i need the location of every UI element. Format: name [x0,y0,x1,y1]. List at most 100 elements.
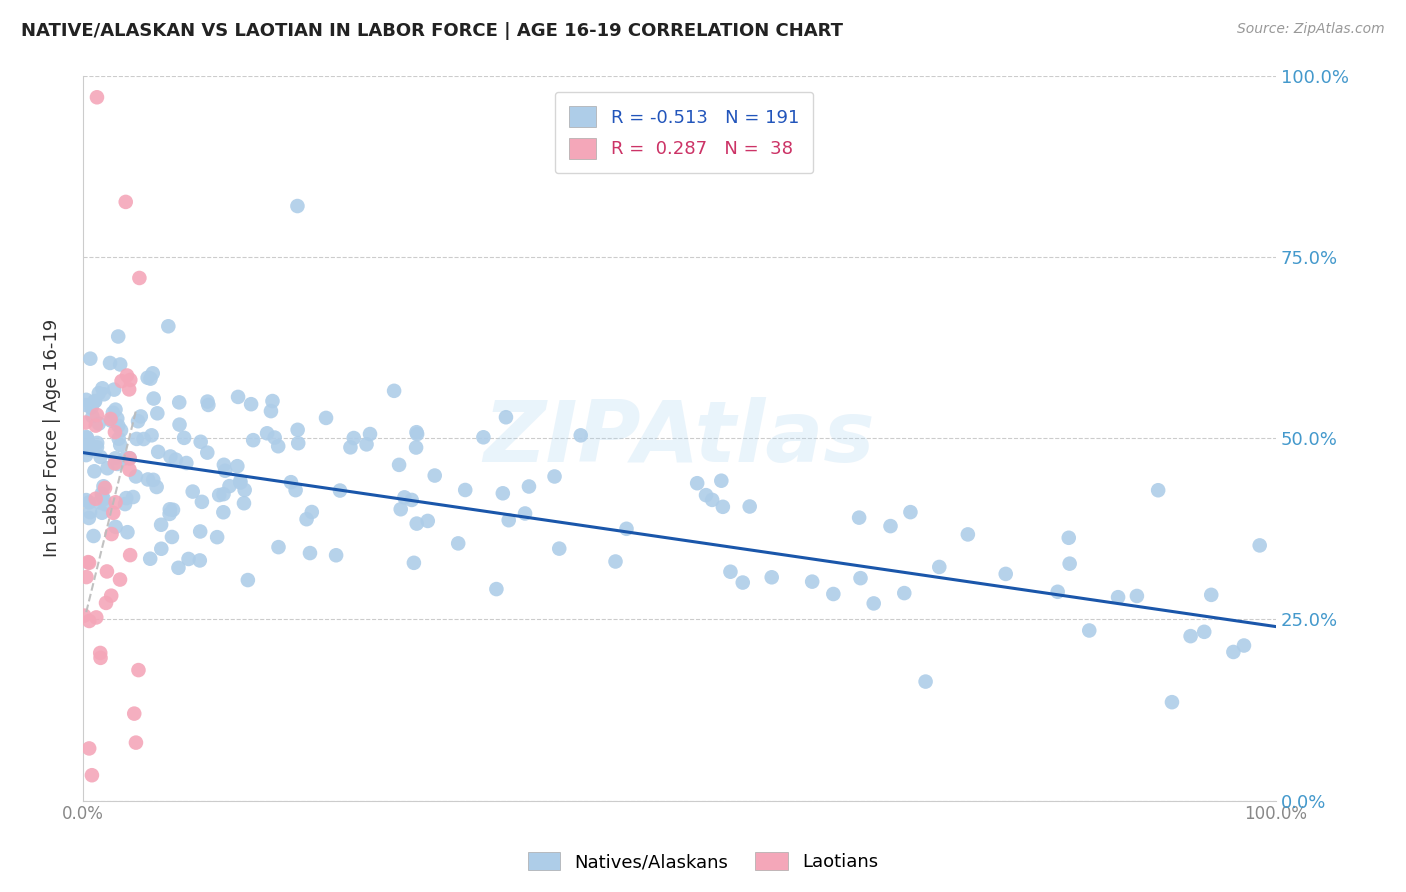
Point [86,440,108,454]
Point [280,475,302,490]
Point [104,451,127,466]
Point [394,491,416,505]
Point [177,552,200,566]
Point [262,394,284,409]
Point [104,495,127,509]
Point [287,436,309,450]
Point [77,614,100,628]
Point [329,483,352,498]
Point [91,490,114,504]
Point [141,428,163,442]
Point [83,394,105,409]
Point [447,536,470,550]
Point [485,582,508,596]
Point [82,409,104,424]
Point [287,199,309,213]
Point [605,554,627,568]
Point [543,469,565,483]
Text: Source: ZipAtlas.com: Source: ZipAtlas.com [1237,22,1385,37]
Point [1078,624,1101,638]
Legend: Natives/Alaskans, Laotians: Natives/Alaskans, Laotians [520,845,886,879]
Point [1147,483,1170,498]
Point [108,358,131,372]
Point [75,570,97,584]
Point [423,468,446,483]
Point [90,651,112,665]
Point [110,374,132,388]
Point [388,458,411,472]
Point [284,483,307,497]
Point [218,479,240,493]
Point [94,497,117,511]
Point [118,451,141,466]
Point [125,469,148,483]
Point [240,397,263,411]
Point [159,507,181,521]
Point [142,473,165,487]
Point [122,490,145,504]
Point [406,427,429,442]
Point [142,367,165,381]
Point [157,319,180,334]
Point [1180,629,1202,643]
Point [79,505,101,519]
Point [75,430,97,444]
Point [1249,538,1271,552]
Point [136,370,159,384]
Point [93,492,115,507]
Point [128,271,150,285]
Point [104,402,127,417]
Point [77,511,100,525]
Point [94,596,117,610]
Legend: R = -0.513   N = 191, R =  0.287   N =  38: R = -0.513 N = 191, R = 0.287 N = 38 [555,92,814,173]
Point [176,456,198,470]
Point [517,479,540,493]
Point [848,510,870,524]
Point [77,741,100,756]
Point [125,736,148,750]
Point [73,608,96,623]
Point [139,551,162,566]
Point [108,573,131,587]
Point [849,571,872,585]
Point [956,527,979,541]
Point [1222,645,1244,659]
Point [167,561,190,575]
Point [1233,639,1256,653]
Point [188,553,211,567]
Point [89,450,111,464]
Point [738,500,761,514]
Point [91,506,114,520]
Point [114,194,136,209]
Point [122,706,145,721]
Point [107,418,129,433]
Point [90,486,112,500]
Point [84,418,107,433]
Point [226,459,249,474]
Point [100,589,122,603]
Point [267,439,290,453]
Point [695,488,717,502]
Point [169,417,191,432]
Point [229,474,252,488]
Point [301,505,323,519]
Point [84,394,107,409]
Point [1161,695,1184,709]
Point [226,390,249,404]
Point [84,491,107,506]
Point [120,373,142,387]
Point [127,414,149,428]
Point [1057,531,1080,545]
Point [205,530,228,544]
Point [197,394,219,409]
Point [710,474,733,488]
Point [1059,557,1081,571]
Point [513,507,536,521]
Point [150,517,173,532]
Point [188,524,211,539]
Point [115,368,138,383]
Point [495,410,517,425]
Point [103,506,125,520]
Point [416,514,439,528]
Point [125,432,148,446]
